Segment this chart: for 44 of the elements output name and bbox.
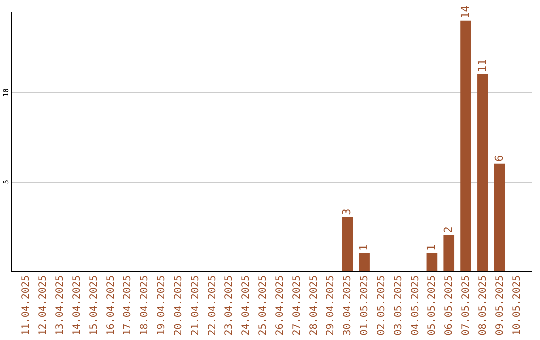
x-tick-label: 25.04.2025: [258, 276, 270, 336]
x-tick-label: 01.05.2025: [360, 276, 371, 336]
bar: [444, 235, 455, 271]
x-tick-label: 23.04.2025: [224, 276, 236, 336]
x-tick-label: 13.04.2025: [55, 276, 66, 336]
x-tick-label: 03.05.2025: [393, 276, 404, 336]
bar: [478, 74, 488, 271]
data-label: 6: [492, 155, 506, 162]
data-label: 11: [476, 59, 489, 73]
x-tick-label: 06.05.2025: [444, 276, 456, 336]
x-tick-label: 20.04.2025: [173, 276, 184, 336]
x-tick-label: 15.04.2025: [88, 276, 100, 336]
x-tick-label: 24.04.2025: [241, 276, 252, 336]
x-tick-label: 22.04.2025: [207, 276, 218, 336]
x-tick-label: 28.04.2025: [308, 276, 320, 336]
x-tick-label: 21.04.2025: [190, 276, 202, 336]
x-tick-label: 08.05.2025: [478, 276, 489, 336]
bar: [494, 164, 506, 271]
data-label: 2: [442, 226, 456, 234]
x-tick-label: 10.05.2025: [512, 276, 523, 336]
x-tick-label: 27.04.2025: [292, 276, 303, 336]
x-tick-label: 30.04.2025: [342, 276, 354, 336]
x-tick-label: 19.04.2025: [156, 276, 168, 336]
bar: [342, 217, 354, 271]
x-tick-label: 09.05.2025: [494, 276, 506, 336]
x-tick-label: 17.04.2025: [122, 276, 134, 336]
x-tick-label: 16.04.2025: [106, 276, 117, 336]
x-tick-label: 04.05.2025: [410, 276, 422, 336]
data-label: 14: [459, 5, 472, 19]
bar: [460, 20, 472, 271]
data-label: 1: [358, 244, 371, 252]
x-tick-label: 05.05.2025: [427, 276, 438, 336]
bar: [359, 253, 370, 271]
x-tick-label: 12.04.2025: [38, 276, 50, 336]
x-tick-label: 14.04.2025: [72, 276, 83, 336]
x-tick-label: 18.04.2025: [140, 276, 151, 336]
x-tick-label: 07.05.2025: [461, 276, 472, 336]
data-label: 3: [340, 208, 354, 216]
bar: [426, 253, 438, 271]
x-tick-label: 26.04.2025: [274, 276, 286, 336]
data-label: 1: [425, 244, 438, 252]
x-tick-label: 29.04.2025: [326, 276, 337, 336]
x-tick-label: 02.05.2025: [376, 276, 388, 336]
x-tick-label: 11.04.2025: [21, 276, 32, 336]
